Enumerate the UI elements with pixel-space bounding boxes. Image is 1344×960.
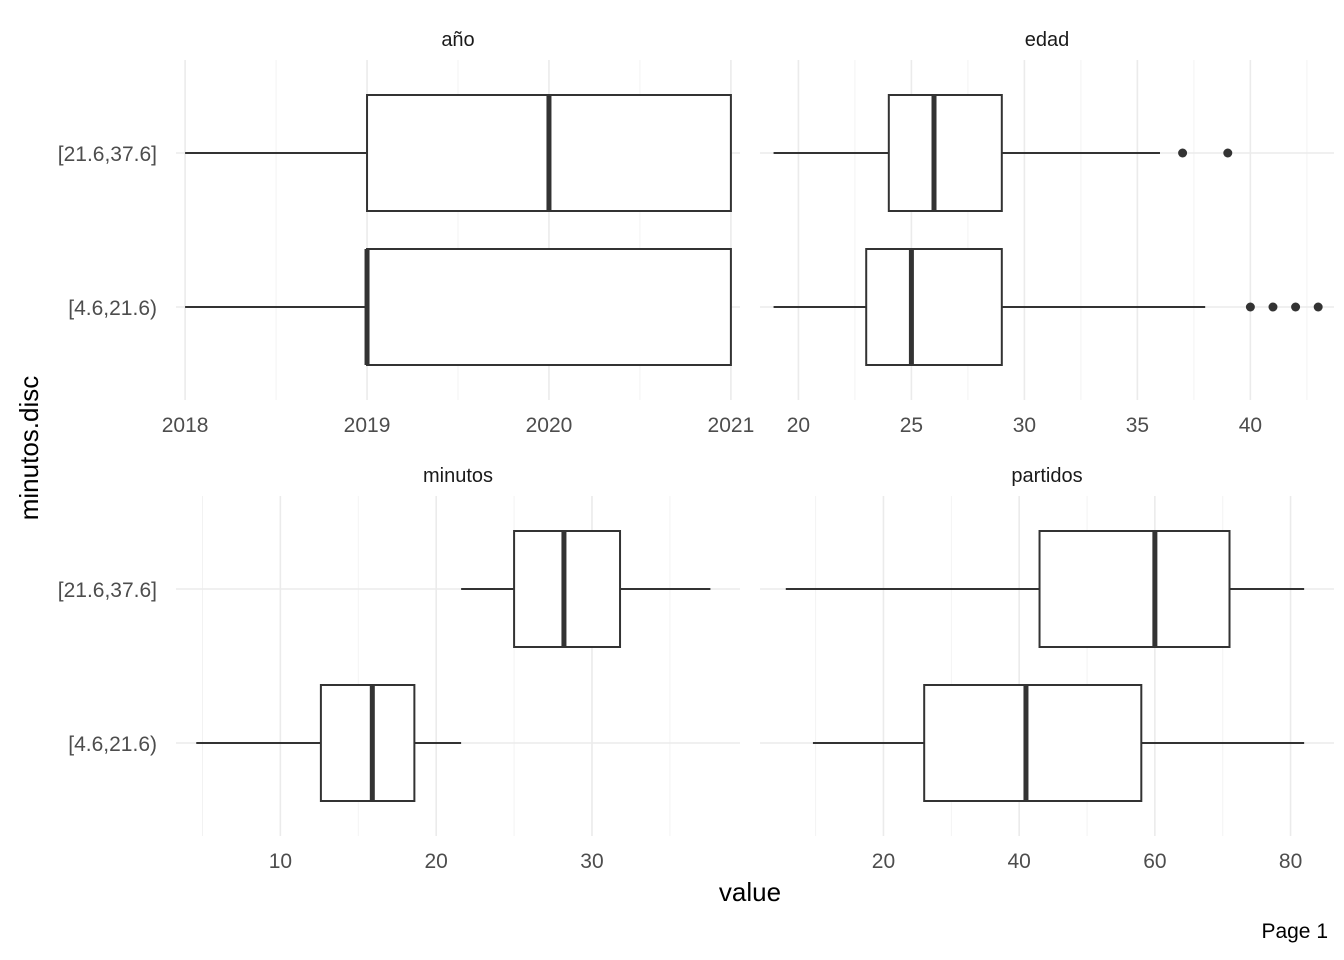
x-tick-label: 40 [1239, 414, 1262, 437]
boxplot-partidos-lower [812, 684, 1305, 802]
facet-panel-edad: edad 20 25 30 35 40 [760, 29, 1334, 437]
y-tick-label: [4.6,21.6) [68, 297, 157, 320]
x-tick-label: 2019 [344, 414, 391, 437]
facet-strip-title: partidos [1011, 465, 1082, 487]
page-label: Page 1 [1261, 920, 1328, 943]
x-tick-label: 2021 [708, 414, 755, 437]
x-tick-label: 80 [1279, 850, 1302, 873]
boxplot-año-upper [185, 94, 732, 212]
box-iqr [887, 94, 1003, 212]
y-axis-title: minutos.disc [14, 376, 44, 521]
box-iqr [319, 684, 416, 802]
boxplot-año-lower [185, 248, 732, 366]
box-iqr [865, 248, 1003, 366]
box-iqr [366, 248, 732, 366]
x-tick-label: 2018 [162, 414, 209, 437]
box-iqr [923, 684, 1143, 802]
boxplot-minutos-lower [196, 684, 462, 802]
facet-panel-partidos: partidos 20 40 60 80 [760, 465, 1334, 873]
outlier-point [1245, 302, 1255, 312]
outlier-point [1291, 302, 1301, 312]
x-axis-title: value [719, 877, 781, 907]
y-tick-label: [21.6,37.6] [58, 143, 157, 166]
x-tick-label: 10 [269, 850, 292, 873]
outlier-point [1223, 148, 1233, 158]
y-tick-label: [4.6,21.6) [68, 733, 157, 756]
boxplot-edad-lower [773, 248, 1323, 366]
facet-panel-minutos: minutos 10 20 30 [176, 465, 740, 873]
x-tick-label: 25 [900, 414, 923, 437]
x-tick-label: 30 [580, 850, 603, 873]
outlier-point [1268, 302, 1278, 312]
box-iqr [1038, 530, 1231, 648]
boxplot-edad-upper [773, 94, 1233, 212]
x-tick-label: 40 [1008, 850, 1031, 873]
x-tick-label: 20 [872, 850, 895, 873]
facet-panel-año: año 2018 2019 2020 2021 [162, 29, 755, 437]
x-tick-label: 60 [1143, 850, 1166, 873]
x-tick-label: 2020 [526, 414, 573, 437]
x-tick-label: 20 [787, 414, 810, 437]
x-tick-label: 20 [425, 850, 448, 873]
y-tick-label: [21.6,37.6] [58, 579, 157, 602]
outlier-point [1313, 302, 1323, 312]
outlier-point [1178, 148, 1188, 158]
box-iqr [513, 530, 622, 648]
facet-strip-title: año [441, 29, 474, 51]
boxplot-minutos-upper [461, 530, 711, 648]
facet-strip-title: minutos [423, 465, 493, 487]
facet-strip-title: edad [1025, 29, 1070, 51]
boxplot-partidos-upper [785, 530, 1305, 648]
x-tick-label: 35 [1126, 414, 1149, 437]
x-tick-label: 30 [1013, 414, 1036, 437]
